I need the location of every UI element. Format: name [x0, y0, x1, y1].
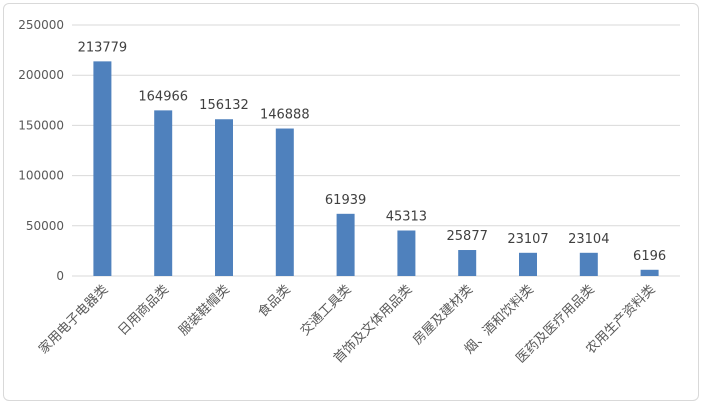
data-label: 6196 [633, 249, 666, 264]
bar [519, 252, 537, 276]
y-tick-label: 250000 [18, 18, 64, 32]
bar [397, 230, 416, 276]
data-label: 45313 [386, 210, 427, 225]
data-label: 61939 [325, 193, 366, 208]
y-tick-label: 100000 [18, 169, 64, 183]
bar [215, 119, 233, 276]
data-label: 23107 [507, 232, 548, 247]
bar [336, 213, 355, 276]
data-label: 146888 [260, 108, 310, 123]
y-tick-label: 150000 [18, 118, 64, 132]
x-tick-label: 房屋及建材类 [410, 282, 476, 348]
data-label: 23104 [568, 232, 609, 247]
data-label: 156132 [199, 98, 249, 113]
bar [154, 110, 173, 276]
y-tick-label: 0 [56, 269, 64, 283]
bar [579, 252, 598, 276]
x-tick-label: 食品类 [255, 282, 294, 321]
y-tick-label: 50000 [26, 219, 64, 233]
data-label: 213779 [78, 40, 128, 55]
x-tick-label: 家用电子电器类 [36, 282, 112, 358]
bar [458, 250, 477, 276]
x-tick-label: 交通工具类 [297, 282, 354, 339]
bar [275, 128, 294, 276]
data-label: 164966 [138, 89, 188, 104]
x-tick-label: 日用商品类 [115, 282, 172, 339]
bar [93, 61, 112, 277]
bar [640, 269, 659, 276]
x-tick-label: 服装鞋帽类 [176, 282, 233, 339]
data-label: 25877 [447, 229, 488, 244]
chart-frame [3, 3, 699, 401]
y-tick-label: 200000 [18, 68, 64, 82]
